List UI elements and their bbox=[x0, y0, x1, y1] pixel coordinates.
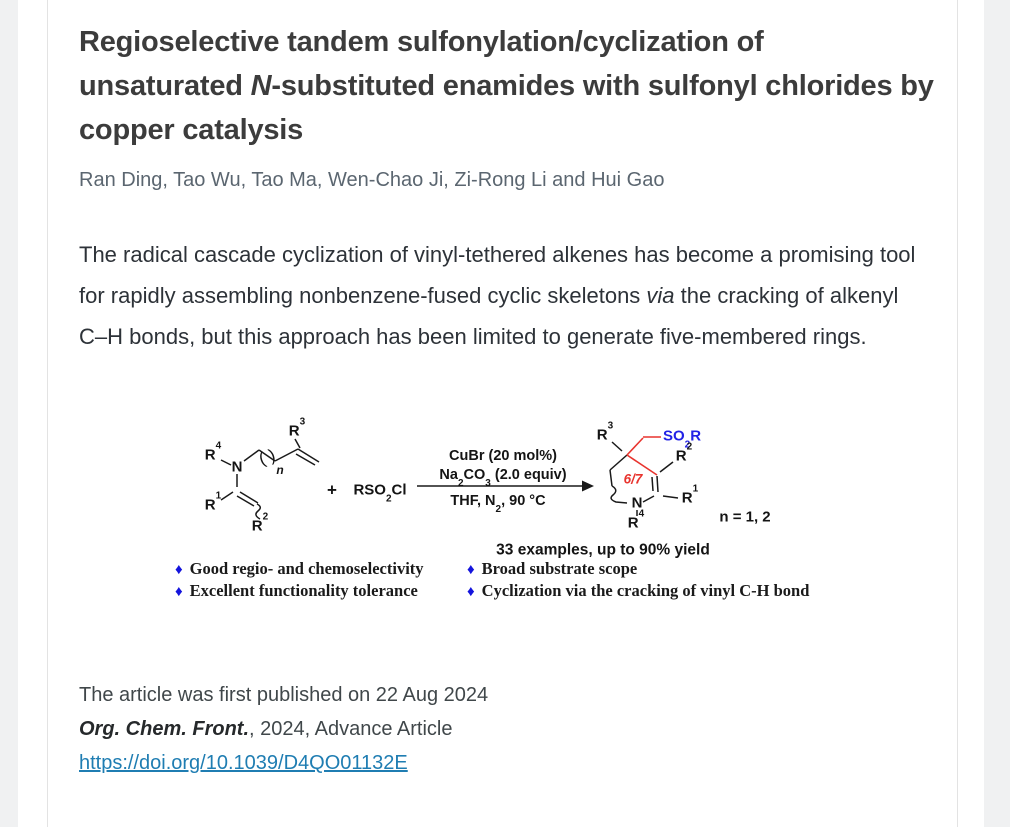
product-r1-label: R1 bbox=[681, 483, 699, 507]
n-values-label: n = 1, 2 bbox=[719, 508, 771, 526]
product-so2r-label: SO2R bbox=[662, 427, 702, 451]
abstract-paragraph: The radical cascade cyclization of vinyl… bbox=[79, 234, 924, 357]
diamond-icon: ♦ bbox=[467, 584, 475, 600]
abstract-italic-via: via bbox=[646, 283, 675, 308]
footer-published-date: The article was first published on 22 Au… bbox=[79, 684, 489, 706]
reaction-scheme-bonds bbox=[220, 436, 679, 520]
reagent-label: RSO2Cl bbox=[353, 481, 407, 505]
product-r4-label: R4 bbox=[627, 508, 645, 532]
ring-size-label: 6/7 bbox=[623, 471, 643, 487]
diamond-icon: ♦ bbox=[175, 584, 183, 600]
title-text-post: -substituted enamides with sulfonyl chlo… bbox=[79, 70, 934, 146]
bullet-item: ♦ Good regio- and chemoselectivity bbox=[175, 559, 424, 578]
journal-name: Org. Chem. Front. bbox=[79, 718, 249, 740]
page-background: Regioselective tandem sulfonylation/cycl… bbox=[18, 0, 984, 827]
authors-line: Ran Ding, Tao Wu, Tao Ma, Wen-Chao Ji, Z… bbox=[79, 169, 665, 191]
title-text-pre: Regioselective tandem sulfonylation/cycl… bbox=[79, 26, 764, 102]
substrate-n-label: N bbox=[231, 458, 243, 476]
title-italic-n: N bbox=[250, 70, 272, 102]
diamond-icon: ♦ bbox=[175, 562, 183, 578]
product-r3-label: R3 bbox=[596, 420, 614, 444]
substrate-r4-label: R4 bbox=[204, 440, 222, 464]
condition-line-2: Na2CO3 (2.0 equiv) bbox=[439, 466, 567, 489]
doi-link[interactable]: https://doi.org/10.1039/D4QO01132E bbox=[79, 752, 408, 774]
article-card: Regioselective tandem sulfonylation/cycl… bbox=[47, 0, 958, 827]
diamond-icon: ♦ bbox=[467, 562, 475, 578]
arrowhead bbox=[582, 480, 594, 492]
examples-label: 33 examples, up to 90% yield bbox=[496, 541, 710, 559]
condition-line-1: CuBr (20 mol%) bbox=[449, 447, 557, 464]
bullet-item: ♦ Cyclization via the cracking of vinyl C… bbox=[467, 581, 810, 600]
journal-citation: Org. Chem. Front., 2024, Advance Article bbox=[79, 712, 931, 746]
citation-rest: , 2024, Advance Article bbox=[249, 718, 453, 740]
substrate-r1-label: R1 bbox=[204, 490, 222, 514]
bullet-item: ♦ Excellent functionality tolerance bbox=[175, 581, 418, 600]
chain-bracket-n: n bbox=[276, 463, 284, 477]
substrate-r2-label: R2 bbox=[251, 511, 269, 535]
abstract-text-post: the cracking of alkenyl C–H bonds, but t… bbox=[79, 283, 899, 349]
product-n-label: N bbox=[631, 494, 643, 512]
plus-sign: + bbox=[327, 480, 337, 500]
condition-line-3: THF, N2, 90 °C bbox=[450, 492, 546, 515]
article-title: Regioselective tandem sulfonylation/cycl… bbox=[79, 20, 935, 152]
abstract-text-pre: The radical cascade cyclization of vinyl… bbox=[79, 242, 916, 308]
product-r2-label: R2 bbox=[675, 441, 693, 465]
graphical-abstract: R4 N ( ) n R3 R1 R2 + RSO2Cl CuBr (20 mo… bbox=[161, 399, 861, 626]
substrate-r3-label: R3 bbox=[288, 416, 306, 440]
bullet-item: ♦ Broad substrate scope bbox=[467, 559, 638, 578]
